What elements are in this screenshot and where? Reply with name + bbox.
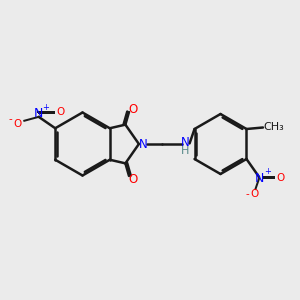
Text: +: + — [42, 103, 49, 112]
Text: O: O — [56, 107, 64, 117]
Text: CH₃: CH₃ — [263, 122, 284, 133]
Text: O: O — [277, 173, 285, 184]
Text: O: O — [128, 103, 137, 116]
Text: N: N — [181, 136, 190, 149]
Text: N: N — [139, 137, 148, 151]
Text: O: O — [251, 189, 259, 200]
Text: H: H — [181, 146, 190, 156]
Text: -: - — [245, 189, 249, 200]
Text: +: + — [264, 167, 271, 176]
Text: N: N — [34, 107, 43, 120]
Text: -: - — [9, 114, 13, 124]
Text: N: N — [255, 172, 264, 185]
Text: O: O — [14, 119, 22, 129]
Text: O: O — [128, 173, 137, 186]
